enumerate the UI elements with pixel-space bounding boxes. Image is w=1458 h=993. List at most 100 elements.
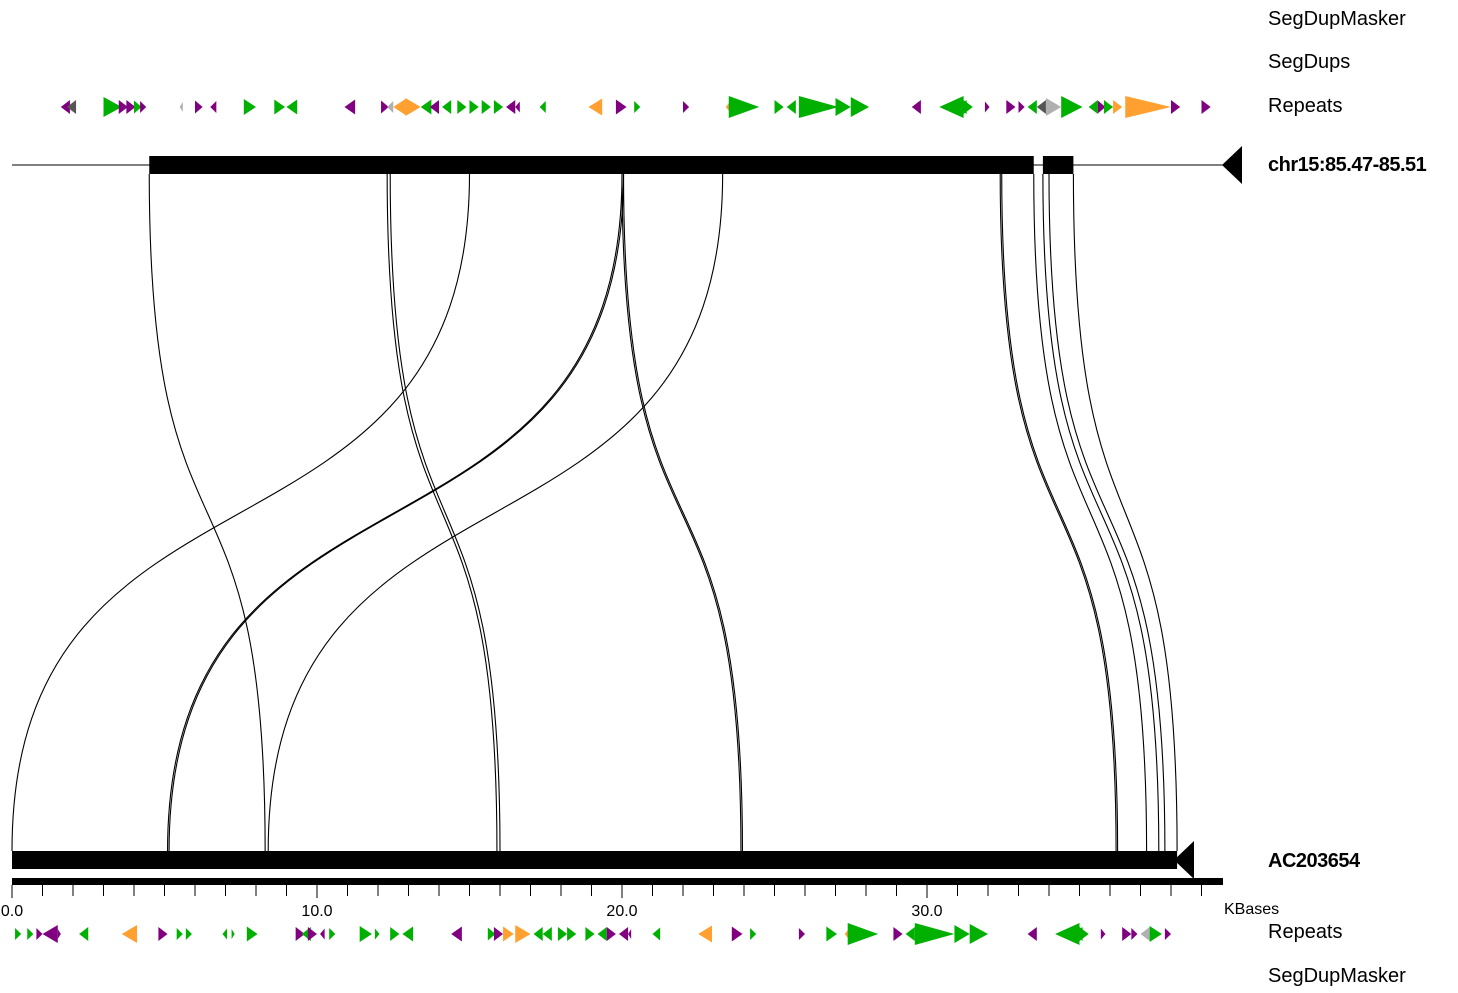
repeat-element-icon [618, 927, 629, 941]
repeat-element-icon [15, 928, 22, 940]
repeat-element-icon [118, 100, 128, 114]
repeat-element-icon [533, 927, 543, 941]
repeat-element-icon [381, 100, 389, 114]
alignment-curve [1042, 173, 1160, 852]
repeat-element-icon [588, 98, 603, 116]
repeat-element-icon [210, 101, 217, 113]
alignment-curve [1033, 173, 1148, 852]
alignment-curve [148, 173, 266, 852]
repeat-element-icon [121, 925, 138, 943]
repeat-element-icon [850, 97, 870, 117]
alignment-curve [1001, 173, 1119, 852]
bottom-repeats-track [15, 923, 1171, 945]
repeat-element-icon [231, 929, 235, 939]
repeats-bottom-label: Repeats [1268, 921, 1343, 943]
axis-tick-label: 20.0 [606, 903, 637, 920]
alignment-curve [11, 173, 471, 852]
repeat-element-icon [185, 928, 192, 940]
repeat-element-icon [731, 926, 743, 942]
top-sequence-name: chr15:85.47-85.51 [1268, 154, 1427, 176]
repeat-element-icon [374, 928, 380, 940]
repeat-element-icon [634, 101, 641, 113]
repeat-element-icon [286, 99, 298, 115]
repeat-element-icon [1018, 101, 1025, 113]
repeat-element-icon [320, 928, 325, 940]
repeat-element-icon [567, 927, 577, 941]
alignment-curve [267, 173, 724, 852]
repeat-element-icon [243, 99, 256, 115]
segdups-label: SegDups [1268, 51, 1351, 73]
repeat-element-icon [911, 100, 921, 114]
repeat-element-icon [79, 927, 89, 941]
repeat-element-icon [1140, 927, 1150, 941]
alignment-curve [621, 173, 742, 852]
repeat-element-icon [542, 927, 552, 941]
repeat-element-icon [390, 927, 400, 941]
repeat-element-icon [939, 96, 964, 118]
repeat-element-icon [652, 927, 661, 941]
repeat-element-icon [954, 925, 970, 943]
alignment-curve [168, 173, 625, 852]
repeat-element-icon [134, 100, 142, 114]
repeat-element-icon [1061, 96, 1083, 118]
bottom-sequence-name: AC203654 [1268, 850, 1360, 872]
alignment-curve [999, 173, 1117, 852]
repeat-element-icon [1045, 98, 1062, 116]
repeat-element-icon [914, 923, 955, 945]
repeat-element-icon [957, 100, 967, 114]
bottom-sequence-track [12, 841, 1194, 879]
repeat-element-icon [481, 100, 491, 114]
repeat-element-icon [1055, 923, 1080, 945]
repeat-element-icon [515, 925, 531, 943]
repeats-top-label: Repeats [1268, 95, 1343, 117]
repeat-element-icon [1073, 927, 1083, 941]
repeat-element-icon [1122, 927, 1132, 941]
axis-tick-label: 10.0 [301, 903, 332, 920]
bottom-aligned-block [12, 851, 1178, 869]
top-aligned-block [1042, 156, 1074, 174]
repeat-element-icon [222, 928, 228, 940]
repeat-element-icon [1088, 100, 1098, 114]
repeat-element-icon [179, 102, 183, 112]
repeat-element-icon [506, 100, 516, 114]
repeat-element-icon [905, 927, 915, 941]
axis-tick-label: 0.0 [1, 903, 23, 920]
top-aligned-block [149, 156, 1034, 174]
repeat-element-icon [515, 101, 520, 113]
alignment-curve [386, 173, 498, 852]
segdupmasker-bottom-label: SegDupMasker [1268, 965, 1406, 987]
repeat-element-icon [176, 928, 183, 940]
repeat-element-icon [798, 928, 805, 940]
repeat-element-icon [36, 928, 43, 940]
repeat-element-icon [557, 927, 568, 941]
repeat-element-icon [826, 926, 838, 942]
alignment-curve [622, 173, 744, 852]
repeat-element-icon [969, 924, 988, 944]
repeat-element-icon [429, 100, 439, 114]
repeat-element-icon [60, 100, 70, 114]
repeat-element-icon [274, 99, 285, 115]
repeat-element-icon [246, 926, 258, 942]
repeat-element-icon [420, 99, 432, 115]
repeat-element-icon [606, 927, 616, 941]
top-repeats-track [60, 96, 1211, 118]
repeat-element-icon [469, 100, 479, 114]
repeat-element-icon [750, 928, 757, 940]
repeat-element-icon [451, 926, 462, 942]
repeat-element-icon [1149, 926, 1162, 942]
repeat-element-icon [1100, 928, 1106, 940]
repeat-element-icon [585, 927, 595, 941]
kbases-axis: 0.0 10.0 20.0 30.0 [1, 878, 1223, 920]
repeat-element-icon [1201, 100, 1211, 114]
repeat-element-icon [628, 929, 632, 939]
repeat-element-icon [442, 100, 452, 114]
bottom-strand-arrow-icon [1174, 841, 1194, 879]
axis-bar [12, 878, 1223, 885]
repeat-element-icon [329, 928, 336, 940]
repeat-element-icon [1036, 100, 1046, 114]
repeat-element-icon [493, 100, 504, 114]
repeat-element-icon [1006, 100, 1016, 114]
repeat-element-icon [893, 927, 903, 941]
repeat-element-icon [683, 101, 690, 113]
top-sequence-track [12, 146, 1242, 184]
